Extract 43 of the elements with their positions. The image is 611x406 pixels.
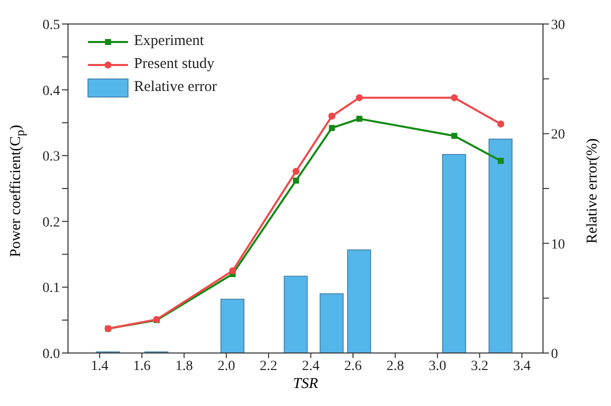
x-tick-label: 3.2	[470, 358, 488, 374]
x-tick-label: 2.0	[218, 358, 236, 374]
x-tick-label: 3.4	[513, 358, 531, 374]
x-axis-title: TSR	[292, 376, 319, 393]
x-tick-label: 1.6	[133, 358, 151, 374]
x-tick-label: 1.8	[175, 358, 193, 374]
y-tick-label: 0.1	[42, 281, 60, 296]
bar	[284, 276, 308, 353]
y-tick-label: 0.4	[42, 84, 60, 99]
x-tick-label: 2.4	[302, 358, 320, 374]
point	[498, 158, 504, 164]
legend-label: Relative error	[134, 79, 217, 96]
point	[450, 94, 458, 102]
point	[328, 124, 335, 131]
y-tick-label: 0.0	[42, 346, 60, 362]
y2-tick-label: 10	[551, 237, 565, 252]
point	[356, 94, 363, 102]
bar	[488, 138, 513, 353]
bar	[320, 293, 344, 353]
x-tick-label: 2.8	[386, 358, 404, 374]
point	[292, 168, 300, 175]
point	[328, 112, 336, 120]
bar	[220, 298, 244, 353]
y-tick-label: 0.3	[42, 150, 60, 165]
y-tick-label: 0.2	[42, 215, 60, 230]
y2-tick-label: 0	[551, 346, 558, 362]
bar	[442, 154, 466, 353]
point	[229, 267, 236, 274]
x-tick-label: 3.0	[428, 358, 446, 374]
y-tick-label: 0.5	[42, 18, 60, 33]
x-tick-label: 2.6	[344, 358, 362, 374]
x-tick-label: 1.4	[90, 358, 108, 374]
point	[293, 178, 299, 184]
x-tick-label: 2.2	[260, 358, 278, 374]
point	[356, 116, 362, 122]
y2-axis-title: Relative error(%)	[584, 138, 602, 244]
legend-label: Present study	[134, 56, 214, 73]
point	[497, 120, 504, 128]
bar	[347, 249, 372, 353]
legend-label: Experiment	[134, 33, 204, 50]
point	[451, 132, 458, 139]
y2-tick-label: 30	[551, 18, 565, 33]
y2-tick-label: 20	[551, 128, 565, 143]
